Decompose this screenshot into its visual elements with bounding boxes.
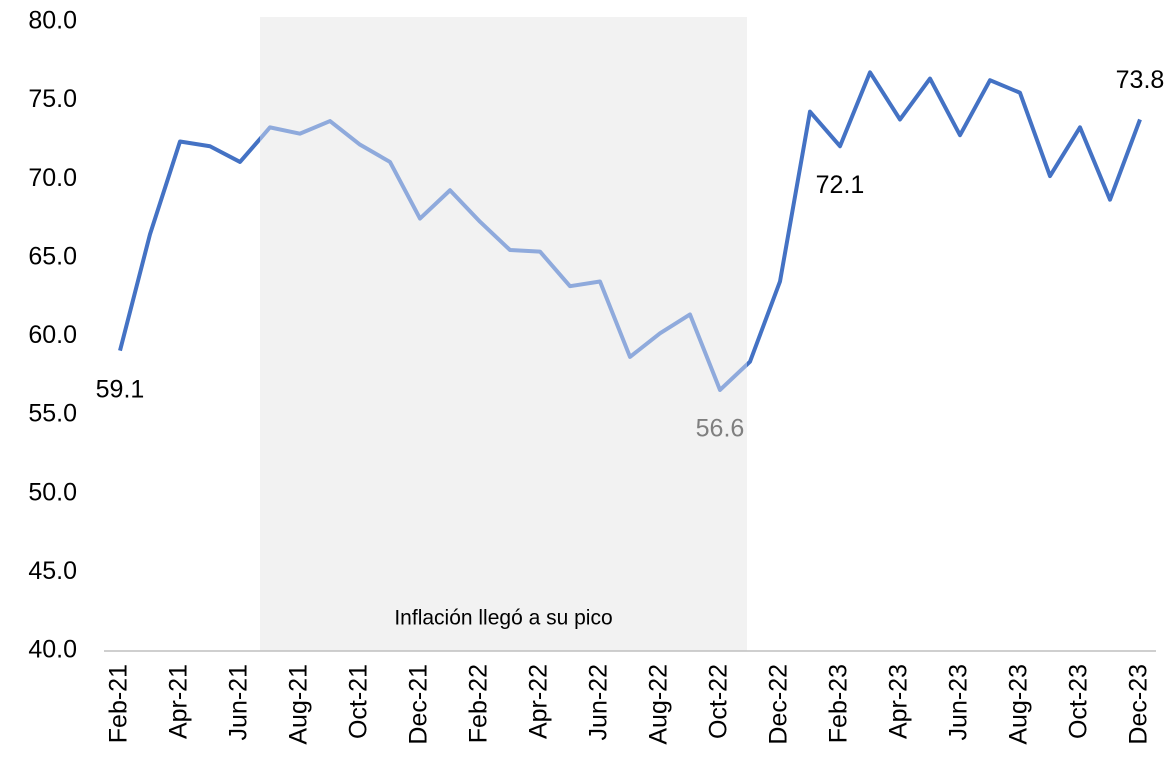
y-tick-label: 60.0	[28, 321, 77, 349]
x-tick-label: Oct-22	[705, 664, 733, 739]
x-tick-label: Apr-22	[525, 664, 553, 739]
x-tick-label: Apr-23	[885, 664, 913, 739]
y-tick-label: 70.0	[28, 164, 77, 192]
x-tick-label: Dec-21	[405, 664, 433, 745]
data-label: 73.8	[1116, 66, 1165, 94]
y-tick-label: 55.0	[28, 400, 77, 428]
x-tick-label: Jun-22	[585, 664, 613, 740]
x-tick-label: Feb-23	[825, 664, 853, 743]
shaded-region-label: Inflación llegó a su pico	[394, 607, 612, 630]
data-label: 72.1	[816, 171, 865, 199]
shaded-region	[260, 17, 747, 651]
y-tick-label: 50.0	[28, 478, 77, 506]
x-tick-label: Oct-23	[1065, 664, 1093, 739]
x-tick-label: Feb-21	[105, 664, 133, 743]
x-tick-label: Aug-21	[285, 664, 313, 745]
y-tick-label: 45.0	[28, 557, 77, 585]
data-label: 59.1	[96, 375, 145, 403]
x-tick-label: Dec-22	[765, 664, 793, 745]
x-tick-label: Jun-21	[225, 664, 253, 740]
y-tick-label: 75.0	[28, 85, 77, 113]
y-tick-label: 40.0	[28, 636, 77, 664]
y-tick-label: 80.0	[28, 7, 77, 35]
y-tick-label: 65.0	[28, 242, 77, 270]
x-tick-label: Aug-22	[645, 664, 673, 745]
series-line-highlight	[260, 119, 747, 392]
data-label: 56.6	[696, 415, 745, 443]
x-tick-label: Aug-23	[1005, 664, 1033, 745]
x-tick-label: Apr-21	[165, 664, 193, 739]
x-tick-label: Feb-22	[465, 664, 493, 743]
x-tick-label: Jun-23	[945, 664, 973, 740]
x-tick-label: Oct-21	[345, 664, 373, 739]
x-tick-label: Dec-23	[1125, 664, 1153, 745]
